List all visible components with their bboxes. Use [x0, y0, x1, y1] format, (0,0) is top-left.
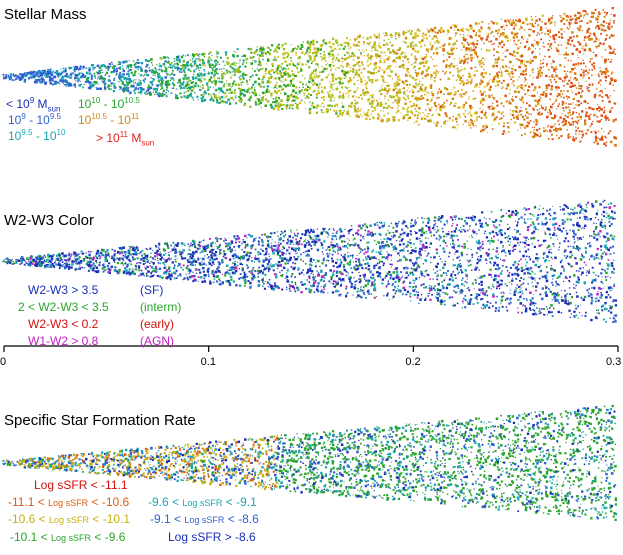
- legend-tag: (early): [140, 317, 175, 331]
- axis-tick-label: 0: [0, 356, 7, 368]
- axis-tick-label: 0.1: [200, 356, 216, 368]
- legend-text: > -8.6: [221, 530, 256, 544]
- legend-text: < -9.1: [222, 495, 257, 509]
- ssfr-legend-entry: -9.6 < Log sSFR < -9.1: [148, 495, 257, 509]
- legend-text: W2-W3 < 0.2: [28, 317, 99, 331]
- legend-exponent: 9: [21, 112, 26, 121]
- legend-text: < -10.6: [88, 495, 130, 509]
- legend-tag: (AGN): [140, 334, 174, 348]
- legend-tag: (interm): [140, 300, 182, 314]
- panel-title-w2w3-color: W2-W3 Color: [4, 212, 95, 229]
- ssfr-legend-entry: -10.6 < Log sSFR < -10.1: [8, 512, 130, 526]
- mass-legend-entry: > 1011 Msun: [96, 130, 154, 147]
- color-legend-entry: W1-W2 > 0.8 (AGN): [28, 334, 174, 348]
- panel-title-ssfr: Specific Star Formation Rate: [4, 412, 196, 429]
- legend-text: < 10: [6, 97, 30, 111]
- legend-text: > 10: [96, 131, 120, 145]
- legend-text: -9.6 <: [148, 495, 183, 509]
- panel-title-stellar-mass: Stellar Mass: [4, 6, 87, 23]
- axis-tick-label: 0.2: [405, 356, 421, 368]
- legend-text: - 10: [100, 97, 125, 111]
- legend-tag: (SF): [140, 283, 164, 297]
- stellar-mass-wedge: [2, 7, 617, 147]
- ssfr-legend-entry: Log sSFR > -8.6: [168, 530, 256, 544]
- legend-text: W2-W3 > 3.5: [28, 283, 99, 297]
- legend-text: 2 < W2-W3 < 3.5: [18, 300, 109, 314]
- legend-subscript: sun: [47, 104, 61, 114]
- legend-exponent: 10: [91, 96, 101, 105]
- mass-legend-entry: 1010.5 - 1011: [78, 112, 139, 127]
- legend-exponent: 9.5: [49, 112, 61, 121]
- ssfr-legend-entry: Log sSFR < -11.1: [34, 478, 128, 492]
- color-legend-entry: 2 < W2-W3 < 3.5 (interm): [18, 300, 181, 314]
- legend-text: Log sSFR: [51, 533, 92, 543]
- legend-text: < -10.1: [89, 512, 131, 526]
- legend-text: - 10: [25, 113, 50, 127]
- legend-exponent: 10.5: [91, 112, 107, 121]
- ssfr-legend-entry: -11.1 < Log sSFR < -10.6: [8, 495, 129, 509]
- legend-text: Log sSFR: [182, 498, 223, 508]
- mass-legend-entry: 1010 - 1010.5: [78, 96, 140, 111]
- legend-text: < -9.6: [91, 530, 126, 544]
- legend-exponent: 11: [130, 112, 140, 121]
- legend-text: -10.1 <: [10, 530, 52, 544]
- legend-text: Log sSFR: [184, 515, 225, 525]
- legend-text: -9.1 <: [150, 512, 185, 526]
- ssfr-legend-entry: -10.1 < Log sSFR < -9.6: [10, 530, 125, 544]
- legend-text: < -8.6: [224, 512, 259, 526]
- ssfr-legend-entry: -9.1 < Log sSFR < -8.6: [150, 512, 259, 526]
- legend-text: Log sSFR: [49, 515, 90, 525]
- legend-text: Log sSFR: [48, 498, 89, 508]
- legend-text: - 10: [106, 113, 131, 127]
- axis-tick-label: 0.3: [606, 356, 622, 368]
- ssfr-wedge: [2, 404, 618, 521]
- legend-text: 10: [78, 113, 92, 127]
- legend-text: Log sSFR: [34, 478, 88, 492]
- legend-exponent: 10.5: [124, 96, 140, 105]
- legend-text: M: [34, 97, 48, 111]
- mass-legend-entry: 109.5 - 1010: [8, 128, 65, 143]
- mass-legend-entry: < 109 Msun: [6, 96, 60, 113]
- legend-exponent: 9: [29, 96, 35, 105]
- legend-subscript: sun: [141, 138, 155, 148]
- mass-legend-entry: 109 - 109.5: [8, 112, 61, 127]
- legend-exponent: 9.5: [21, 128, 33, 137]
- legend-text: -10.6 <: [8, 512, 50, 526]
- color-legend-entry: W2-W3 > 3.5 (SF): [28, 283, 163, 297]
- legend-text: 10: [8, 113, 22, 127]
- legend-exponent: 11: [119, 130, 129, 139]
- legend-text: Log sSFR: [168, 530, 222, 544]
- legend-text: M: [128, 131, 142, 145]
- legend-text: 10: [8, 129, 22, 143]
- w2w3-color-wedge: [2, 199, 618, 323]
- legend-text: W1-W2 > 0.8: [28, 334, 99, 348]
- legend-text: - 10: [32, 129, 57, 143]
- color-legend-entry: W2-W3 < 0.2 (early): [28, 317, 174, 331]
- legend-text: 10: [78, 97, 92, 111]
- legend-text: < -11.1: [87, 478, 128, 492]
- legend-exponent: 10: [56, 128, 66, 137]
- legend-text: -11.1 <: [8, 495, 49, 509]
